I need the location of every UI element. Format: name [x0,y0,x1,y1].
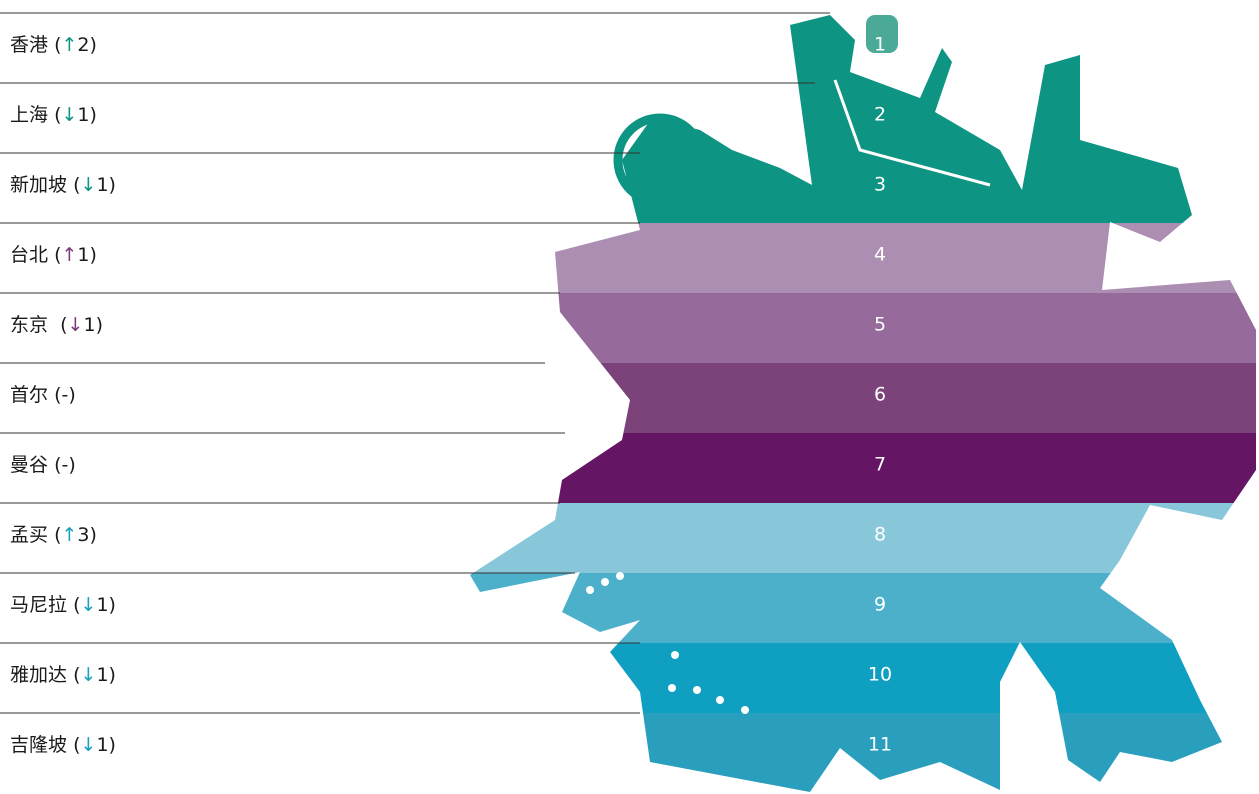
band [470,433,1256,503]
city-label: 吉隆坡 (↓1) [10,734,116,756]
decor-line [833,79,991,187]
city-label: 东京 (↓1) [10,314,103,336]
rank-number: 7 [874,454,886,476]
city-label: 马尼拉 (↓1) [10,594,116,616]
band [470,15,1256,83]
rank-number: 1 [874,34,886,56]
rank-number: 5 [874,314,886,336]
band [470,713,1256,792]
rank-number: 11 [868,734,892,756]
city-label: 台北 (↑1) [10,244,97,266]
rank-number: 10 [868,664,892,686]
decor-badge [866,15,898,53]
city-label: 新加坡 (↓1) [10,174,116,196]
band [470,363,1256,433]
band [470,223,1256,293]
band [470,643,1256,713]
rank-number: 8 [874,524,886,546]
rank-number: 4 [874,244,886,266]
band [470,83,1256,153]
city-label: 雅加达 (↓1) [10,664,116,686]
city-label: 上海 (↓1) [10,104,97,126]
city-label: 孟买 (↑3) [10,524,97,546]
city-label: 首尔 (-) [10,384,76,406]
city-label: 曼谷 (-) [10,454,76,476]
city-label: 香港 (↑2) [10,34,97,56]
band [470,153,1256,223]
row-lines [0,12,830,714]
bands [400,0,1259,792]
rank-number: 9 [874,594,886,616]
band [470,293,1256,363]
band [470,573,1256,643]
rank-number: 6 [874,384,886,406]
rank-number: 2 [874,104,886,126]
band [470,503,1256,573]
decor-ring [613,113,707,207]
band [400,0,1259,13]
decor-dots [586,572,749,714]
rank-number: 3 [874,174,886,196]
